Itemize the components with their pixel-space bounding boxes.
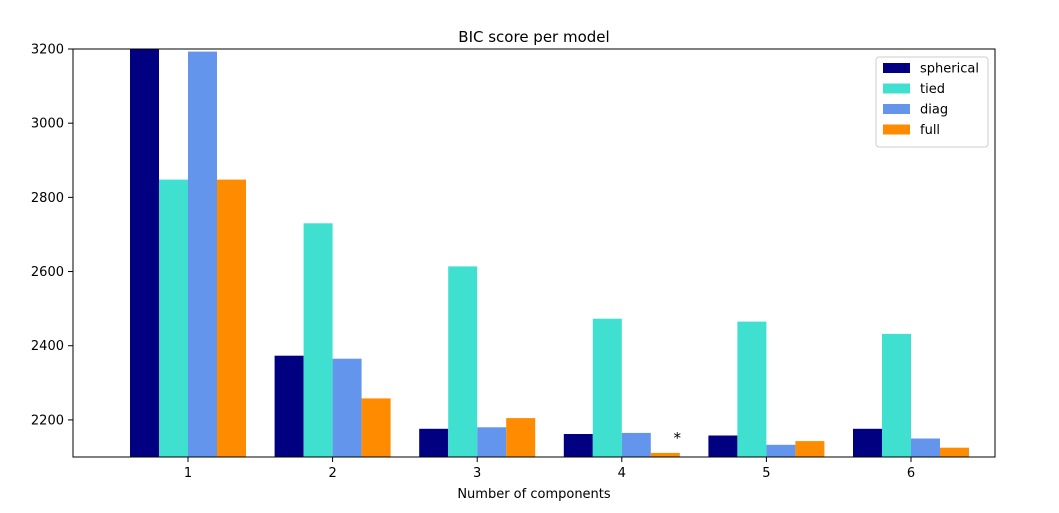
- bar-full-4: [650, 452, 680, 457]
- y-tick-label: 2800: [31, 191, 64, 206]
- x-axis: 1 2 3 4 5 6: [184, 457, 915, 481]
- bar-full-3: [506, 418, 536, 457]
- bar-spherical-4: [563, 434, 593, 457]
- x-tick-label: 3: [473, 466, 481, 481]
- y-tick-label: 2200: [31, 413, 64, 428]
- x-tick-label: 1: [184, 466, 192, 481]
- plot-frame: [72, 48, 996, 458]
- bar-spherical-6: [853, 428, 882, 457]
- bar-diag-4: [621, 432, 651, 457]
- annotation-layer: *: [674, 429, 682, 447]
- bar-tied-6: [882, 333, 911, 457]
- legend-label-full: full: [920, 123, 940, 138]
- legend-swatch-spherical: [883, 63, 910, 73]
- bar-diag-6: [911, 438, 940, 457]
- bar-tied-1: [159, 179, 188, 457]
- legend-swatch-tied: [883, 83, 910, 94]
- x-axis-title: Number of components: [457, 487, 611, 502]
- bar-tied-4: [592, 318, 622, 457]
- y-tick-label: 3200: [31, 43, 64, 58]
- bar-diag-2: [332, 358, 362, 457]
- y-tick-label: 2400: [31, 339, 64, 354]
- bar-spherical-2: [274, 355, 304, 457]
- legend-swatch-full: [883, 124, 910, 135]
- x-tick-label: 4: [618, 466, 626, 481]
- legend-label-spherical: spherical: [920, 62, 979, 77]
- chart-title: BIC score per model: [458, 28, 609, 46]
- bar-full-5: [795, 441, 825, 457]
- bar-tied-5: [737, 321, 767, 457]
- bar-tied-3: [448, 266, 478, 457]
- y-axis: 2200 2400 2600 2800 3000 3200: [31, 43, 73, 428]
- x-tick-label: 5: [762, 466, 770, 481]
- bar-full-6: [940, 447, 969, 457]
- legend-label-tied: tied: [920, 82, 945, 97]
- bar-diag-3: [477, 427, 507, 457]
- bar-full-1: [217, 179, 246, 457]
- bar-spherical-5: [708, 435, 738, 457]
- bar-diag-1: [188, 51, 217, 457]
- bar-spherical-3: [419, 428, 449, 457]
- legend-label-diag: diag: [920, 103, 948, 118]
- bar-spherical-1: [130, 49, 159, 457]
- bars-group: [130, 49, 969, 457]
- bar-diag-5: [766, 444, 796, 457]
- bar-tied-2: [303, 223, 333, 457]
- x-tick-label: 6: [907, 466, 915, 481]
- legend-swatch-diag: [883, 104, 910, 114]
- y-tick-label: 2600: [31, 265, 64, 280]
- x-tick-label: 2: [328, 466, 336, 481]
- best-model-marker: *: [674, 429, 682, 447]
- y-tick-label: 3000: [31, 117, 64, 132]
- legend: spherical tied diag full: [875, 56, 989, 148]
- bar-full-2: [361, 398, 391, 457]
